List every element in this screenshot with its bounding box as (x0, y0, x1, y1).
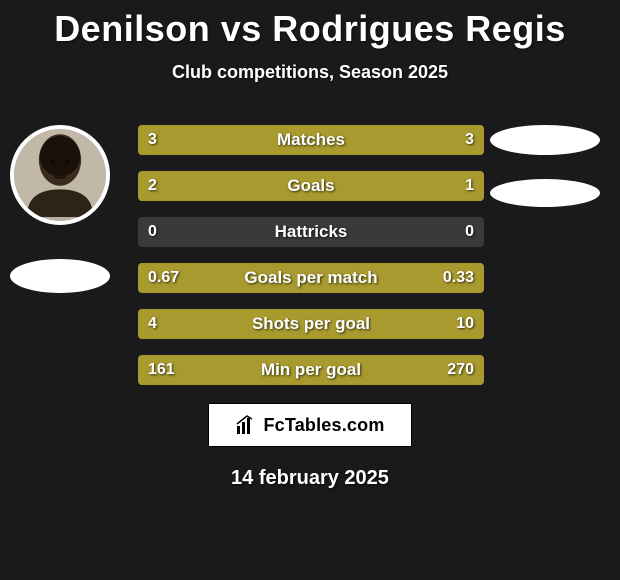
page-title: Denilson vs Rodrigues Regis (0, 0, 620, 50)
player-left-team-badge (10, 259, 110, 293)
stat-label: Shots per goal (138, 309, 484, 339)
player-right-avatar-placeholder (490, 179, 600, 207)
player-silhouette-icon (14, 125, 106, 221)
stat-row: 33Matches (138, 125, 484, 155)
stat-label: Min per goal (138, 355, 484, 385)
stat-row: 0.670.33Goals per match (138, 263, 484, 293)
stat-row: 410Shots per goal (138, 309, 484, 339)
player-left-avatar (10, 125, 110, 225)
player-right-team-badge (490, 125, 600, 155)
subtitle: Club competitions, Season 2025 (0, 62, 620, 83)
logo-text: FcTables.com (263, 415, 384, 436)
fctables-logo: FcTables.com (208, 403, 412, 447)
stat-row: 00Hattricks (138, 217, 484, 247)
stat-row: 21Goals (138, 171, 484, 201)
stat-bars: 33Matches 21Goals 00Hattricks 0.670.33Goals… (138, 125, 484, 385)
chart-bars-icon (235, 414, 257, 436)
date-label: 14 february 2025 (0, 467, 620, 490)
right-player-column (490, 125, 600, 207)
left-player-column (10, 125, 110, 293)
stat-row: 161270Min per goal (138, 355, 484, 385)
stat-label: Matches (138, 125, 484, 155)
stat-label: Hattricks (138, 217, 484, 247)
stat-label: Goals per match (138, 263, 484, 293)
stat-label: Goals (138, 171, 484, 201)
comparison-content: 33Matches 21Goals 00Hattricks 0.670.33Goals… (0, 125, 620, 385)
